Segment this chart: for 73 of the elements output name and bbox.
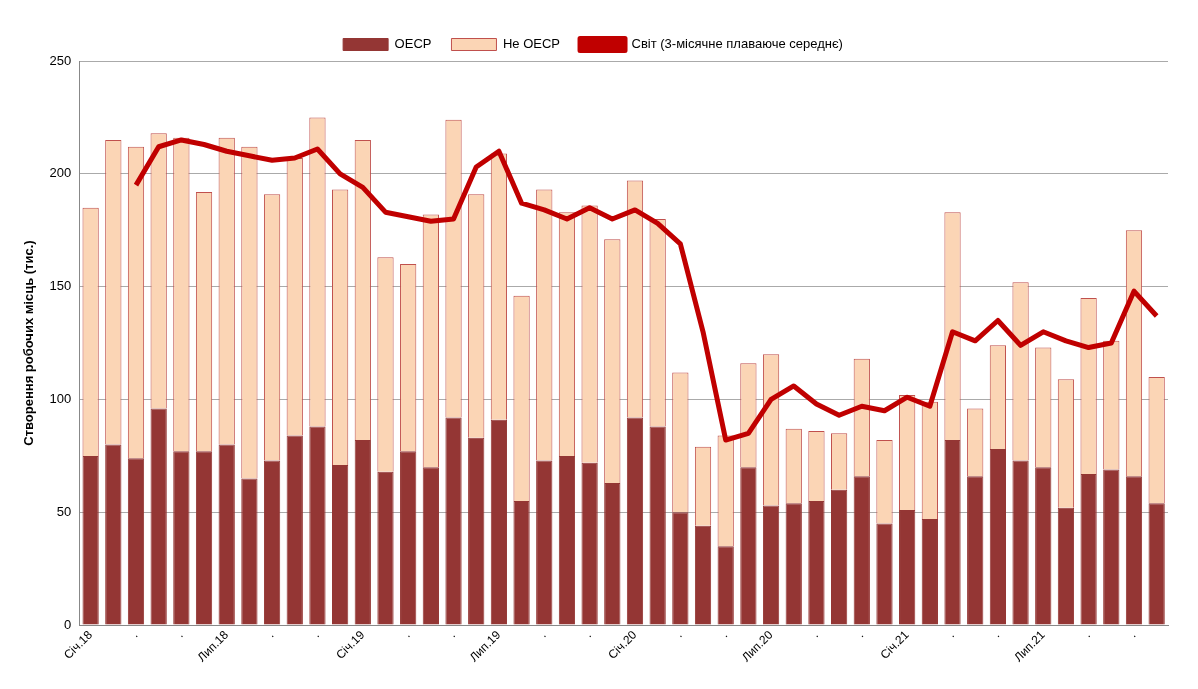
bar: [876, 523, 893, 625]
bar: [422, 467, 439, 625]
bar: [241, 478, 258, 625]
legend-label: Світ (3-місячне плаваюче середнє): [631, 36, 843, 52]
bar: [1125, 476, 1143, 625]
bar: [105, 444, 122, 625]
bar: [218, 444, 235, 625]
bar: [1080, 473, 1097, 625]
bar: [649, 426, 666, 625]
legend-label: ОЕСР: [394, 36, 432, 52]
bar: [263, 460, 281, 625]
x-tick-label: .: [264, 627, 277, 641]
legend-label: Не ОЕСР: [502, 36, 561, 52]
bar: [445, 417, 462, 625]
bar: [1035, 467, 1052, 625]
bar: [967, 476, 984, 625]
bar: [1057, 507, 1075, 625]
bar: [536, 460, 553, 625]
bar: [558, 455, 576, 625]
bar: [468, 437, 485, 625]
bar: [899, 510, 916, 625]
bar: [785, 503, 802, 625]
bar: [672, 512, 689, 625]
y-tick-label: 250: [49, 52, 72, 68]
x-tick-label: .: [581, 627, 595, 641]
bar: [921, 519, 938, 625]
x-tick-label: .: [1126, 627, 1139, 641]
x-tick-label: .: [1080, 627, 1094, 641]
bar: [400, 451, 417, 625]
bar: [513, 501, 530, 625]
x-tick-label: .: [536, 627, 549, 641]
bar: [1103, 469, 1120, 625]
bar: [286, 435, 303, 625]
x-tick-label: .: [990, 627, 1003, 641]
y-tick-label: 150: [49, 278, 72, 294]
bar: [581, 462, 598, 625]
x-tick-label: .: [808, 627, 821, 641]
x-tick-label: .: [854, 627, 867, 641]
bar: [1148, 503, 1165, 625]
bar: [309, 426, 326, 625]
x-tick-label: .: [717, 627, 731, 641]
bar: [740, 467, 757, 625]
bar: [989, 449, 1007, 625]
y-tick-label: 0: [64, 616, 72, 632]
bar: [490, 419, 508, 625]
x-tick-label: .: [309, 627, 322, 641]
bar: [604, 482, 621, 625]
y-tick-label: 100: [49, 391, 72, 407]
bar: [694, 525, 712, 625]
x-tick-label: .: [173, 627, 186, 641]
bar: [717, 546, 734, 625]
y-tick-label: 50: [56, 503, 72, 519]
y-tick-label: 200: [49, 165, 72, 181]
bar: [762, 505, 780, 625]
x-tick-label: .: [445, 627, 458, 641]
y-axis-title: Створення робочих місць (тис.): [21, 240, 37, 446]
x-tick-label: .: [400, 627, 413, 641]
bar: [1012, 460, 1029, 625]
bar: [82, 455, 99, 625]
bar: [830, 489, 848, 625]
bar: [626, 417, 644, 625]
x-tick-label: .: [944, 627, 957, 641]
bar: [853, 476, 870, 625]
x-tick-label: .: [672, 627, 685, 641]
bar: [944, 440, 961, 625]
bar: [354, 440, 371, 625]
bar: [808, 501, 825, 625]
bar: [150, 408, 167, 625]
bar: [377, 471, 394, 625]
bar: [173, 451, 190, 625]
x-tick-label: .: [128, 627, 141, 641]
bar: [331, 464, 349, 625]
bar: [195, 451, 213, 625]
